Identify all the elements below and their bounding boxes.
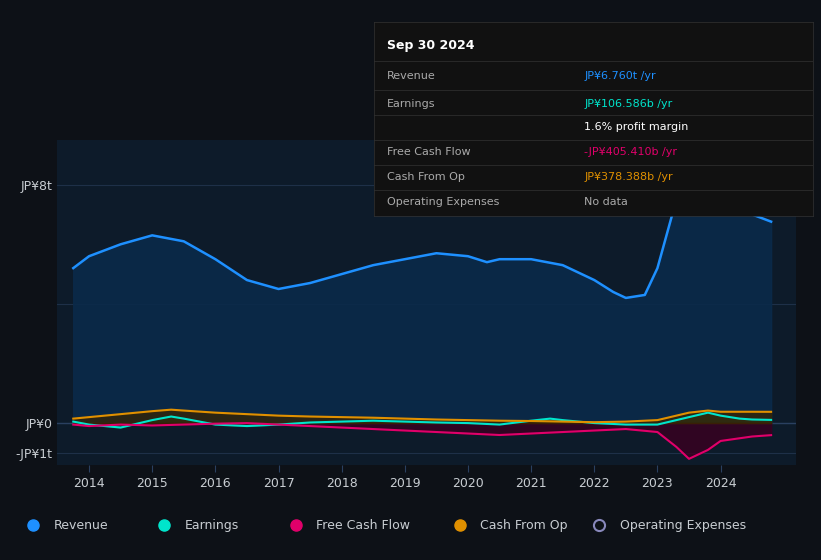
Text: Earnings: Earnings [185,519,239,531]
Text: 1.6% profit margin: 1.6% profit margin [585,122,689,132]
Text: -JP¥405.410b /yr: -JP¥405.410b /yr [585,147,677,157]
Text: Operating Expenses: Operating Expenses [620,519,746,531]
Text: Revenue: Revenue [387,72,435,82]
Text: Operating Expenses: Operating Expenses [387,197,499,207]
Text: JP¥6.760t /yr: JP¥6.760t /yr [585,72,656,82]
Text: JP¥106.586b /yr: JP¥106.586b /yr [585,99,672,109]
Text: Sep 30 2024: Sep 30 2024 [387,39,475,52]
Text: Revenue: Revenue [53,519,108,531]
Text: Earnings: Earnings [387,99,435,109]
Text: Cash From Op: Cash From Op [480,519,568,531]
Text: No data: No data [585,197,628,207]
Text: Free Cash Flow: Free Cash Flow [387,147,470,157]
Text: Cash From Op: Cash From Op [387,172,465,182]
Text: JP¥378.388b /yr: JP¥378.388b /yr [585,172,673,182]
Text: Free Cash Flow: Free Cash Flow [316,519,410,531]
